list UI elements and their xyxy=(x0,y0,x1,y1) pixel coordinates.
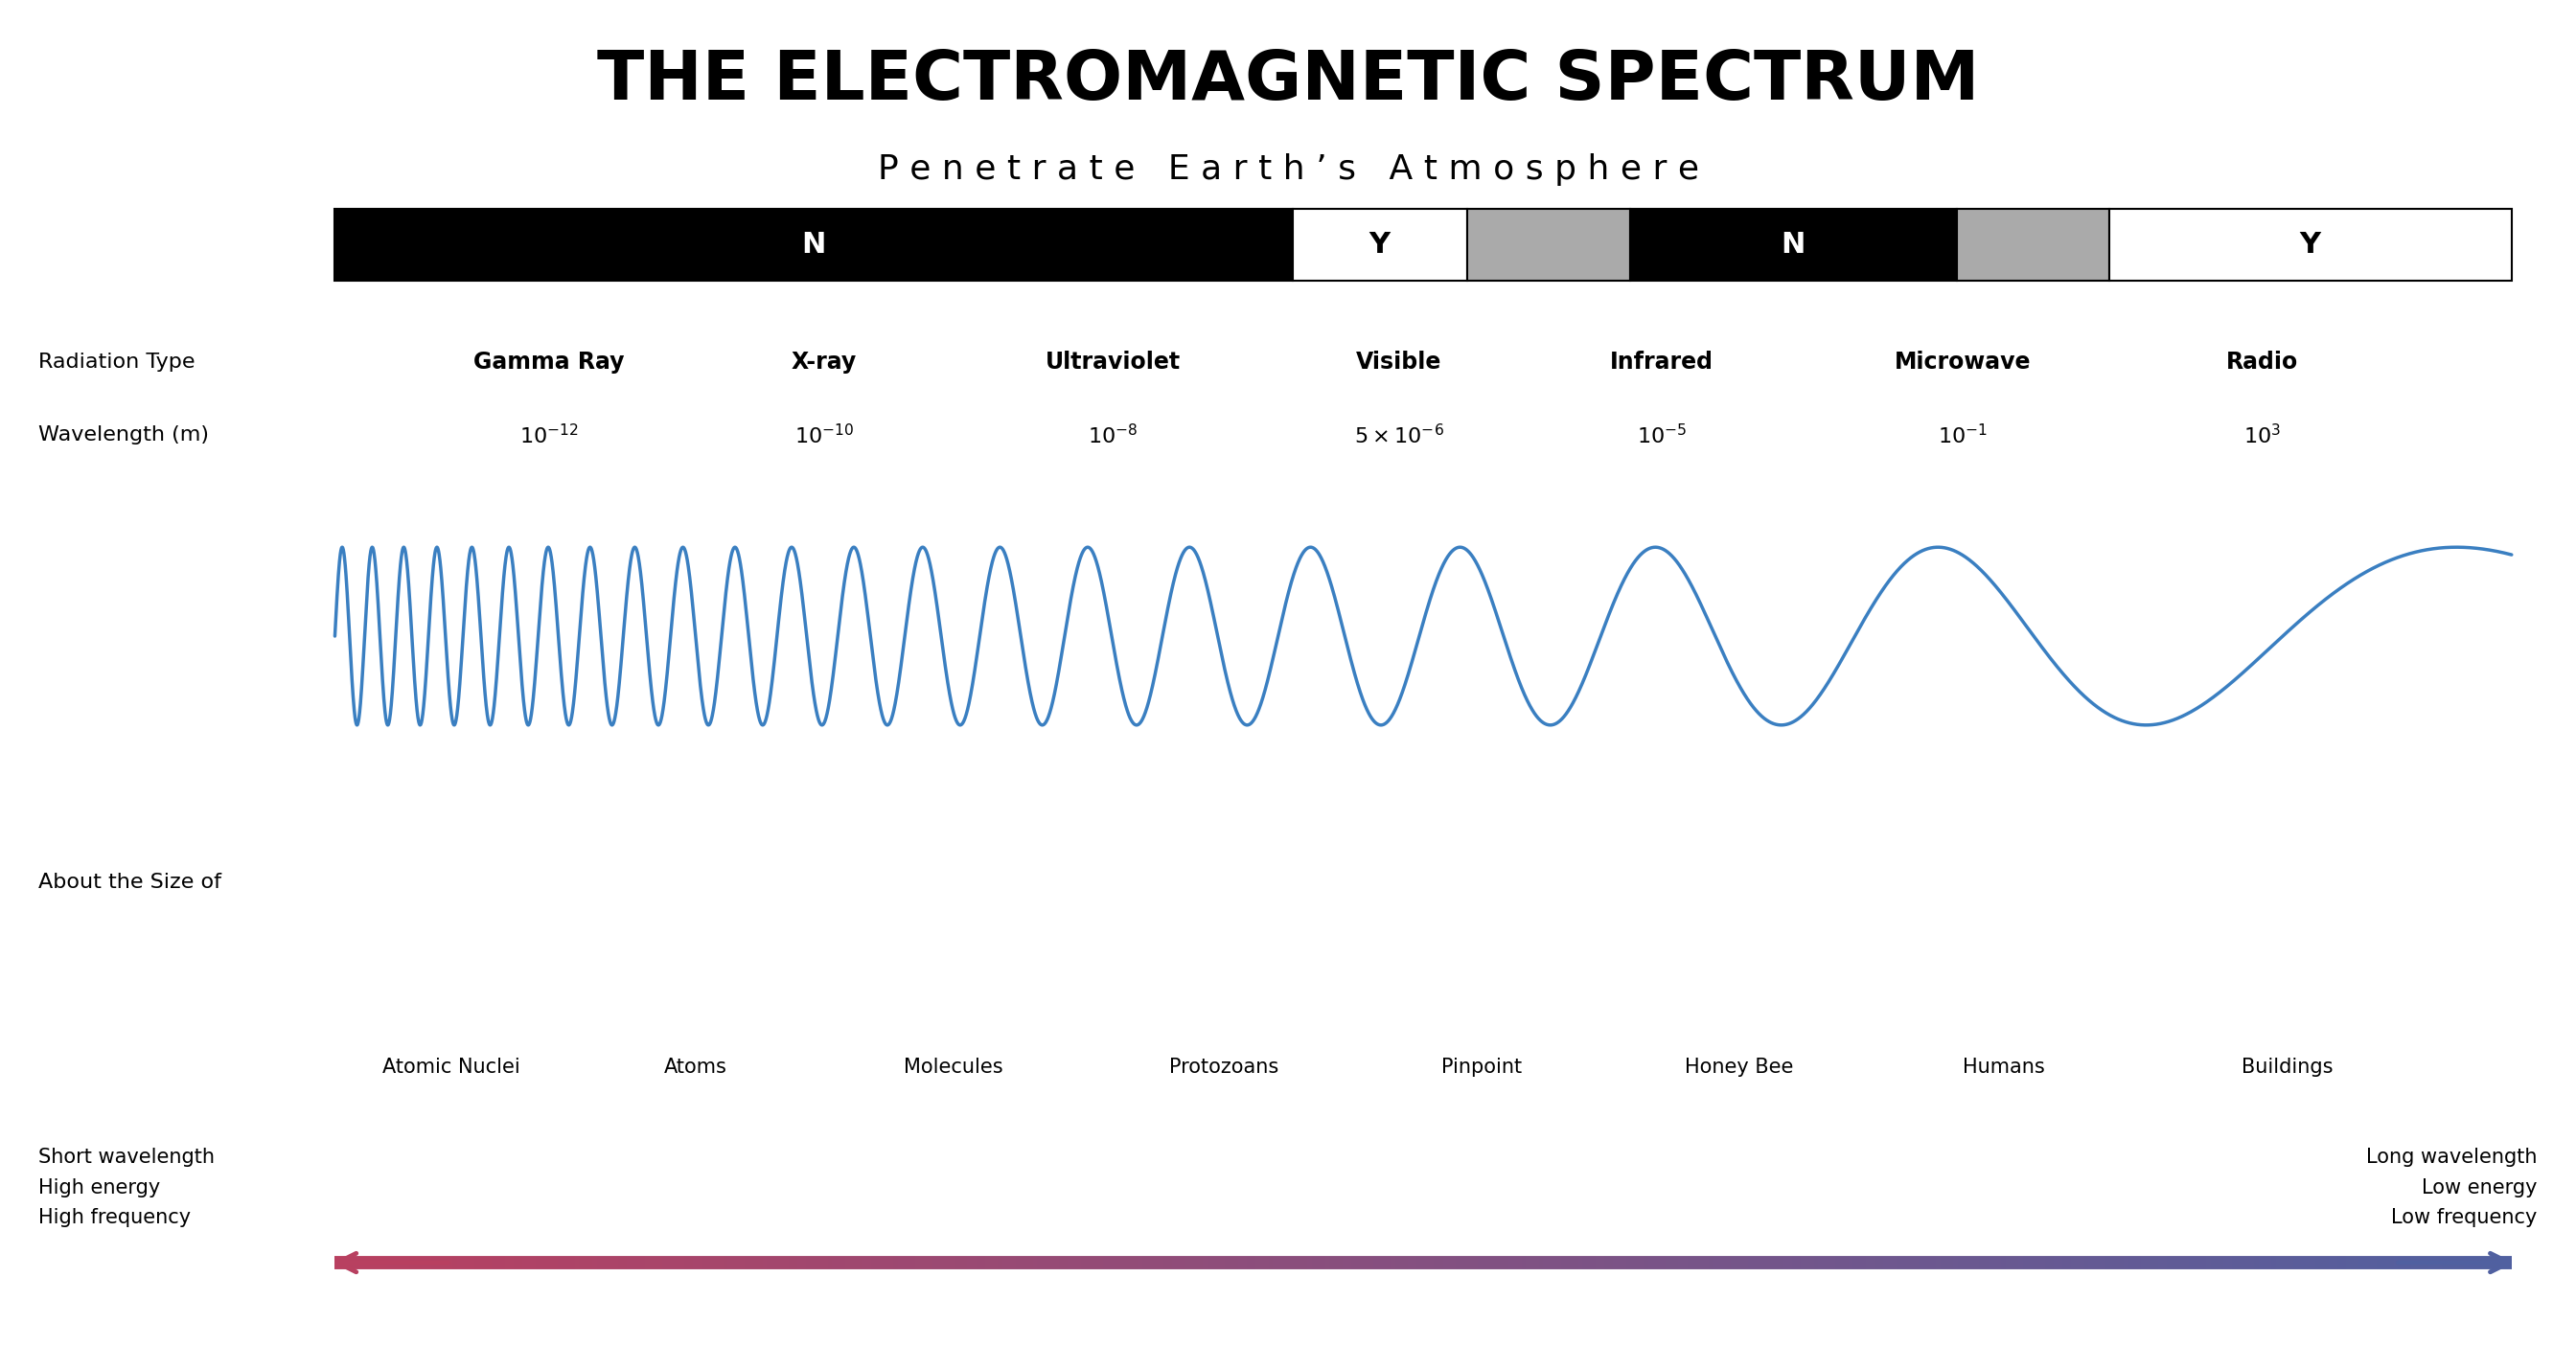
Text: P e n e t r a t e   E a r t h ’ s   A t m o s p h e r e: P e n e t r a t e E a r t h ’ s A t m o … xyxy=(878,153,1698,186)
Text: $10^{-10}$: $10^{-10}$ xyxy=(793,423,855,447)
Text: Atomic Nuclei: Atomic Nuclei xyxy=(381,1057,520,1077)
Bar xyxy=(2110,209,2512,280)
Text: Molecules: Molecules xyxy=(904,1057,1002,1077)
Text: $10^{-1}$: $10^{-1}$ xyxy=(1937,423,1989,447)
Text: Atoms: Atoms xyxy=(665,1057,726,1077)
Bar xyxy=(1466,209,1631,280)
Text: Y: Y xyxy=(1370,231,1391,259)
Text: THE ELECTROMAGNETIC SPECTRUM: THE ELECTROMAGNETIC SPECTRUM xyxy=(598,48,1978,114)
Bar xyxy=(1958,209,2110,280)
Text: Microwave: Microwave xyxy=(1893,352,2032,373)
Text: Radiation Type: Radiation Type xyxy=(39,353,196,372)
Text: N: N xyxy=(1780,231,1806,259)
Text: Short wavelength
High energy
High frequency: Short wavelength High energy High freque… xyxy=(39,1148,214,1227)
Bar xyxy=(1631,209,1958,280)
Text: $10^{-5}$: $10^{-5}$ xyxy=(1636,423,1687,447)
Text: About the Size of: About the Size of xyxy=(39,873,222,892)
Text: $10^{3}$: $10^{3}$ xyxy=(2244,423,2280,447)
Text: Protozoans: Protozoans xyxy=(1170,1057,1278,1077)
Text: Long wavelength
Low energy
Low frequency: Long wavelength Low energy Low frequency xyxy=(2367,1148,2537,1227)
Text: Pinpoint: Pinpoint xyxy=(1440,1057,1522,1077)
Text: Infrared: Infrared xyxy=(1610,352,1713,373)
Bar xyxy=(1293,209,1466,280)
Text: Ultraviolet: Ultraviolet xyxy=(1046,352,1180,373)
Text: X-ray: X-ray xyxy=(791,352,858,373)
Text: Humans: Humans xyxy=(1963,1057,2045,1077)
Text: $10^{-8}$: $10^{-8}$ xyxy=(1087,423,1139,447)
Text: Wavelength (m): Wavelength (m) xyxy=(39,425,209,445)
Text: Honey Bee: Honey Bee xyxy=(1685,1057,1793,1077)
Bar xyxy=(335,209,1293,280)
Text: N: N xyxy=(801,231,827,259)
Text: Buildings: Buildings xyxy=(2241,1057,2334,1077)
Text: Gamma Ray: Gamma Ray xyxy=(474,352,623,373)
Text: Radio: Radio xyxy=(2226,352,2298,373)
Text: Y: Y xyxy=(2300,231,2321,259)
Text: Visible: Visible xyxy=(1355,352,1443,373)
Text: $5 \times 10^{-6}$: $5 \times 10^{-6}$ xyxy=(1355,423,1443,447)
Text: $10^{-12}$: $10^{-12}$ xyxy=(520,423,577,447)
